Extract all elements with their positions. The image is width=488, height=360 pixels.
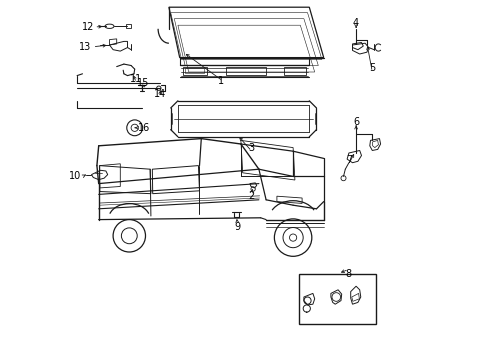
Text: 10: 10 <box>69 171 81 181</box>
Text: 5: 5 <box>368 63 375 73</box>
Text: 13: 13 <box>79 42 91 52</box>
Text: 16: 16 <box>138 123 150 133</box>
Text: 14: 14 <box>153 89 166 99</box>
Text: 1: 1 <box>218 76 224 86</box>
Text: 3: 3 <box>248 143 254 153</box>
Text: 12: 12 <box>81 22 94 32</box>
Text: 6: 6 <box>352 117 358 127</box>
Text: 4: 4 <box>352 18 358 28</box>
Text: 7: 7 <box>345 155 351 165</box>
Text: 2: 2 <box>248 191 254 201</box>
Bar <box>298 274 375 324</box>
Text: 9: 9 <box>234 222 240 232</box>
Text: 8: 8 <box>345 269 351 279</box>
Text: 11: 11 <box>130 74 142 84</box>
Text: 15: 15 <box>137 78 149 88</box>
